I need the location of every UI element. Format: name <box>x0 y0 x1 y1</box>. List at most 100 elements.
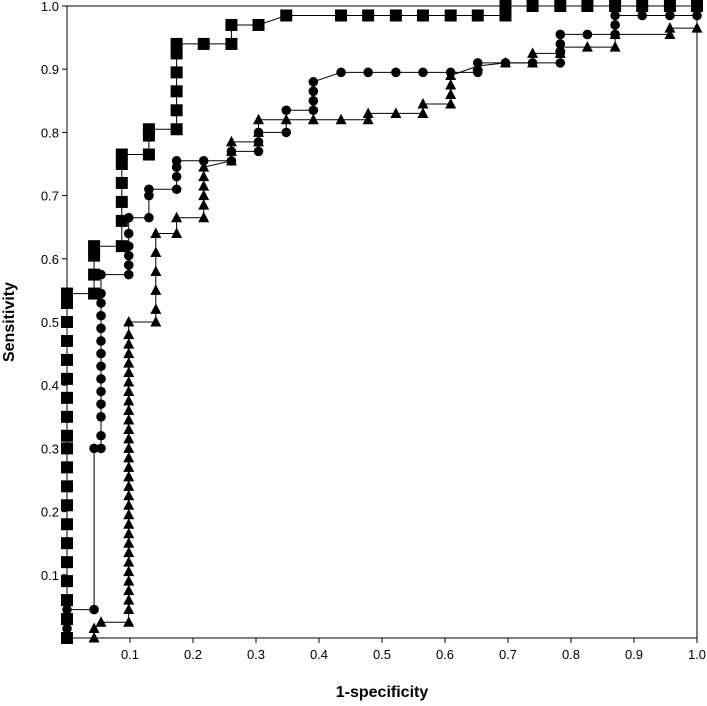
triangle-point <box>123 451 135 463</box>
circle-point <box>308 96 319 106</box>
triangle-point <box>123 347 135 359</box>
circle-point <box>555 58 566 68</box>
square-point <box>61 353 73 366</box>
circle-point <box>281 127 292 138</box>
square-point <box>61 480 73 493</box>
triangle-point <box>123 461 135 472</box>
square-point <box>170 47 183 60</box>
square-point <box>61 461 73 474</box>
series-triangle <box>61 22 703 643</box>
y-tick-label: 1.0 <box>41 0 59 14</box>
circle-point <box>62 604 72 615</box>
x-tick-label: 0.4 <box>310 647 328 662</box>
triangle-point <box>123 546 135 558</box>
triangle-point <box>362 107 374 118</box>
circle-point <box>123 260 134 270</box>
triangle-point <box>123 575 135 586</box>
square-point <box>115 195 128 208</box>
circle-point <box>96 288 106 299</box>
square-point <box>61 537 73 550</box>
triangle-point <box>225 145 237 156</box>
triangle-point <box>123 328 135 340</box>
circle-point <box>198 156 209 166</box>
y-tick-label: 0.5 <box>41 315 59 330</box>
triangle-point <box>123 357 135 368</box>
triangle-point <box>198 189 210 201</box>
circle-point <box>96 323 106 334</box>
square-point <box>61 334 73 347</box>
circle-point <box>96 412 106 422</box>
series-layer <box>61 0 703 644</box>
circle-point <box>96 348 106 359</box>
triangle-point <box>123 442 135 453</box>
triangle-point <box>198 180 210 191</box>
triangle-point <box>123 508 135 520</box>
square-point <box>225 37 238 50</box>
triangle-point <box>123 338 135 349</box>
triangle-point <box>123 480 135 491</box>
square-point <box>416 9 429 22</box>
x-tick-label: 0.5 <box>373 647 391 662</box>
square-point <box>61 429 73 442</box>
circle-point <box>336 67 346 78</box>
circle-point <box>96 399 106 409</box>
circle-point <box>144 184 154 195</box>
triangle-point <box>362 113 374 125</box>
triangle-point <box>123 527 135 539</box>
square-point <box>581 0 594 12</box>
triangle-point <box>253 113 265 125</box>
square-point <box>61 287 73 300</box>
triangle-point <box>123 499 135 510</box>
square-point <box>61 499 73 512</box>
triangle-point <box>123 470 135 482</box>
triangle-point <box>123 423 135 434</box>
triangle-point <box>417 107 429 118</box>
y-tick-label: 0.2 <box>41 505 59 520</box>
square-point <box>61 594 73 607</box>
triangle-point <box>123 556 135 567</box>
circle-point <box>171 184 182 195</box>
triangle-point <box>253 135 265 147</box>
x-tick-label: 1.0 <box>688 647 706 662</box>
triangle-point <box>445 97 457 109</box>
triangle-point <box>123 565 135 577</box>
triangle-point <box>150 265 162 276</box>
circle-point <box>96 310 106 321</box>
triangle-point <box>88 632 100 643</box>
triangle-point <box>225 135 237 147</box>
y-tick-label: 0.1 <box>41 568 59 583</box>
circle-point <box>610 10 620 21</box>
square-point <box>115 158 128 170</box>
square-point <box>225 18 238 31</box>
triangle-point <box>609 41 621 52</box>
circle-point <box>171 171 182 182</box>
square-point <box>88 249 101 262</box>
triangle-point <box>123 537 135 548</box>
triangle-point <box>95 616 107 627</box>
triangle-point <box>691 22 703 33</box>
triangle-point <box>88 622 100 634</box>
square-point <box>691 0 703 12</box>
x-tick-label: 0.2 <box>184 647 202 662</box>
triangle-point <box>581 41 593 52</box>
square-point <box>663 0 676 12</box>
triangle-point <box>609 28 621 39</box>
y-tick-label: 0.8 <box>41 125 59 140</box>
square-point <box>61 372 73 385</box>
triangle-point <box>554 47 566 58</box>
triangle-point <box>445 79 457 90</box>
circle-point <box>692 10 702 21</box>
square-point <box>61 518 73 531</box>
circle-point <box>308 105 319 116</box>
x-tick-label: 0.7 <box>499 647 517 662</box>
triangle-point <box>499 56 511 68</box>
x-axis-title: 1-specificity <box>336 684 429 701</box>
triangle-point <box>307 113 319 125</box>
triangle-point <box>171 227 183 239</box>
square-point <box>499 0 512 12</box>
circle-point <box>96 336 106 346</box>
square-point <box>61 410 73 423</box>
y-axis: 0.1 0.2 0.3 0.4 0.5 0.6 0.7 0.8 0.9 1.0 <box>41 0 67 583</box>
triangle-point <box>123 603 135 615</box>
triangle-point <box>527 56 539 68</box>
